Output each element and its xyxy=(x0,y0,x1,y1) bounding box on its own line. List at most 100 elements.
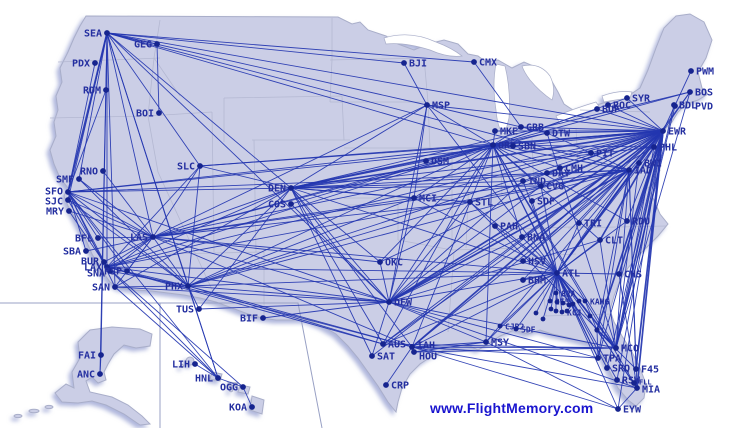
route-SEA-SLC xyxy=(106,32,201,167)
airport-label-SAT: SAT xyxy=(377,352,395,363)
airport-label-AUS: AUS xyxy=(388,340,406,351)
route-RDM-SFO xyxy=(67,89,107,193)
airport-label-HSV: HSV xyxy=(528,257,546,268)
airport-dot-RSW xyxy=(614,377,620,383)
airport-dot-PAH xyxy=(492,223,498,229)
airport-dot-PDX xyxy=(92,60,98,66)
route-DFW-MIA xyxy=(388,301,638,389)
route-HNL-OGG xyxy=(217,377,244,388)
route-LAX-HNL xyxy=(106,266,219,379)
route-SBA-SFO xyxy=(67,191,87,252)
route-DEN-CVG xyxy=(290,185,542,189)
airport-label-SFO: SFO xyxy=(45,187,63,198)
route-RDU-ATL xyxy=(556,220,628,274)
airport-dot-MKE xyxy=(492,128,498,134)
route-ORD-CVG xyxy=(492,144,542,187)
airport-label-RSW: RSW xyxy=(622,376,641,387)
route-SMF-LAS xyxy=(78,178,154,238)
route-CVG-ATL xyxy=(540,185,558,274)
route-ATL-EYW xyxy=(556,272,619,410)
airport-label-PAH: PAH xyxy=(500,222,518,233)
route-HOU-MSY xyxy=(413,341,487,353)
route-PVD-MCO xyxy=(615,105,676,349)
airport-dot-DSM xyxy=(423,158,429,164)
route-LAX-EWR xyxy=(106,130,664,268)
route-LAS-IAH xyxy=(152,236,413,348)
route-OGG-KOA xyxy=(242,386,253,408)
airport-label-FLL: FLL xyxy=(639,379,652,387)
route-C13-MCO xyxy=(596,329,617,349)
airport-label-IAD: IAD xyxy=(634,166,652,177)
route-LAX-LAS xyxy=(106,236,154,268)
airport-dot-PHX xyxy=(185,283,191,289)
route-SEA-BJI xyxy=(106,32,405,64)
route-IAH-MSY xyxy=(411,341,487,348)
route-DFW-ATL xyxy=(388,272,558,303)
airport-label-SDF: SDF xyxy=(537,197,555,208)
airport-dot-C11 xyxy=(540,316,546,322)
airport-label-CMX: CMX xyxy=(479,58,497,69)
airport-dot-C8 xyxy=(553,308,559,314)
route-SAN-LAS xyxy=(114,236,154,288)
airport-label-TRI: TRI xyxy=(584,219,602,230)
airport-dot-PIT xyxy=(588,150,594,156)
airport-dot-C10 xyxy=(564,308,570,314)
route-PHX-TUS xyxy=(187,285,200,310)
airport-dot-82A xyxy=(553,290,559,296)
airport-dot-CMX xyxy=(471,59,477,65)
route-DFW-IAD xyxy=(388,169,630,303)
flightmemory-link[interactable]: www.FlightMemory.com xyxy=(430,400,594,416)
airport-dot-MCO xyxy=(613,345,619,351)
route-MRY-LAX xyxy=(68,210,108,268)
airport-label-BHM: BHM xyxy=(528,276,546,287)
airport-label-82A: 82A xyxy=(561,290,576,299)
airport-label-BUR: BUR xyxy=(81,257,100,268)
route-SEA-DEN xyxy=(106,32,292,189)
route-EWR-BUF xyxy=(596,108,664,132)
airport-dot-LAS xyxy=(150,234,156,240)
route-MCI-ATL xyxy=(413,197,558,274)
airport-label-LAX: LAX xyxy=(84,263,102,274)
airport-label-SMF: SMF xyxy=(56,175,74,186)
route-SDF-ATL xyxy=(531,200,558,274)
airport-label-BNA: BNA xyxy=(527,233,545,244)
airport-label-SLC: SLC xyxy=(177,162,195,173)
state-boundaries xyxy=(49,18,667,333)
airport-dot-FAI xyxy=(98,352,104,358)
route-PHX-STL xyxy=(187,201,471,287)
route-ATL-C16 xyxy=(556,272,591,317)
route-AUS-ATL xyxy=(382,272,558,345)
airport-dot-GEG xyxy=(154,41,160,47)
route-PIT-EWR xyxy=(590,130,664,154)
airport-label-HOU: HOU xyxy=(419,352,437,363)
airport-dot-SDF xyxy=(529,198,535,204)
airport-dot-KAMG xyxy=(582,298,588,304)
route-PHX-EWR xyxy=(187,130,664,287)
airport-label-BUF: BUF xyxy=(602,105,620,116)
route-SEA-EWR xyxy=(106,32,664,132)
route-GRB-EWR xyxy=(520,126,664,132)
airport-dot-ANC xyxy=(97,371,103,377)
airport-label-MIA: MIA xyxy=(642,385,660,396)
airport-label-IND: IND xyxy=(528,177,546,188)
route-DEN-OKC xyxy=(290,187,381,263)
route-BFL-SFO xyxy=(67,191,99,239)
route-SLC-DEN xyxy=(199,165,292,189)
route-DFW-MSP xyxy=(388,104,428,303)
airport-label-RNO: RNO xyxy=(80,167,98,178)
route-ATL-C12 xyxy=(535,272,558,314)
route-SEA-LAS xyxy=(106,32,154,238)
airport-dot-SBN xyxy=(510,143,516,149)
airport-label-GRB: GRB xyxy=(526,123,544,134)
route-PHX-MCI xyxy=(187,197,415,287)
airport-dot-CHS xyxy=(616,271,622,277)
route-SEA-MSP xyxy=(106,32,428,106)
airport-dot-CLT xyxy=(597,237,603,243)
route-STL-IAD xyxy=(469,169,630,203)
airport-dot-EWR xyxy=(660,128,666,134)
airport-dot-MCI xyxy=(411,195,417,201)
route-SEA-SAN xyxy=(106,32,116,288)
route-LAS-MSP xyxy=(152,104,428,238)
route-PHX-SLC xyxy=(187,165,201,287)
airport-label-IAH: IAH xyxy=(417,341,435,352)
